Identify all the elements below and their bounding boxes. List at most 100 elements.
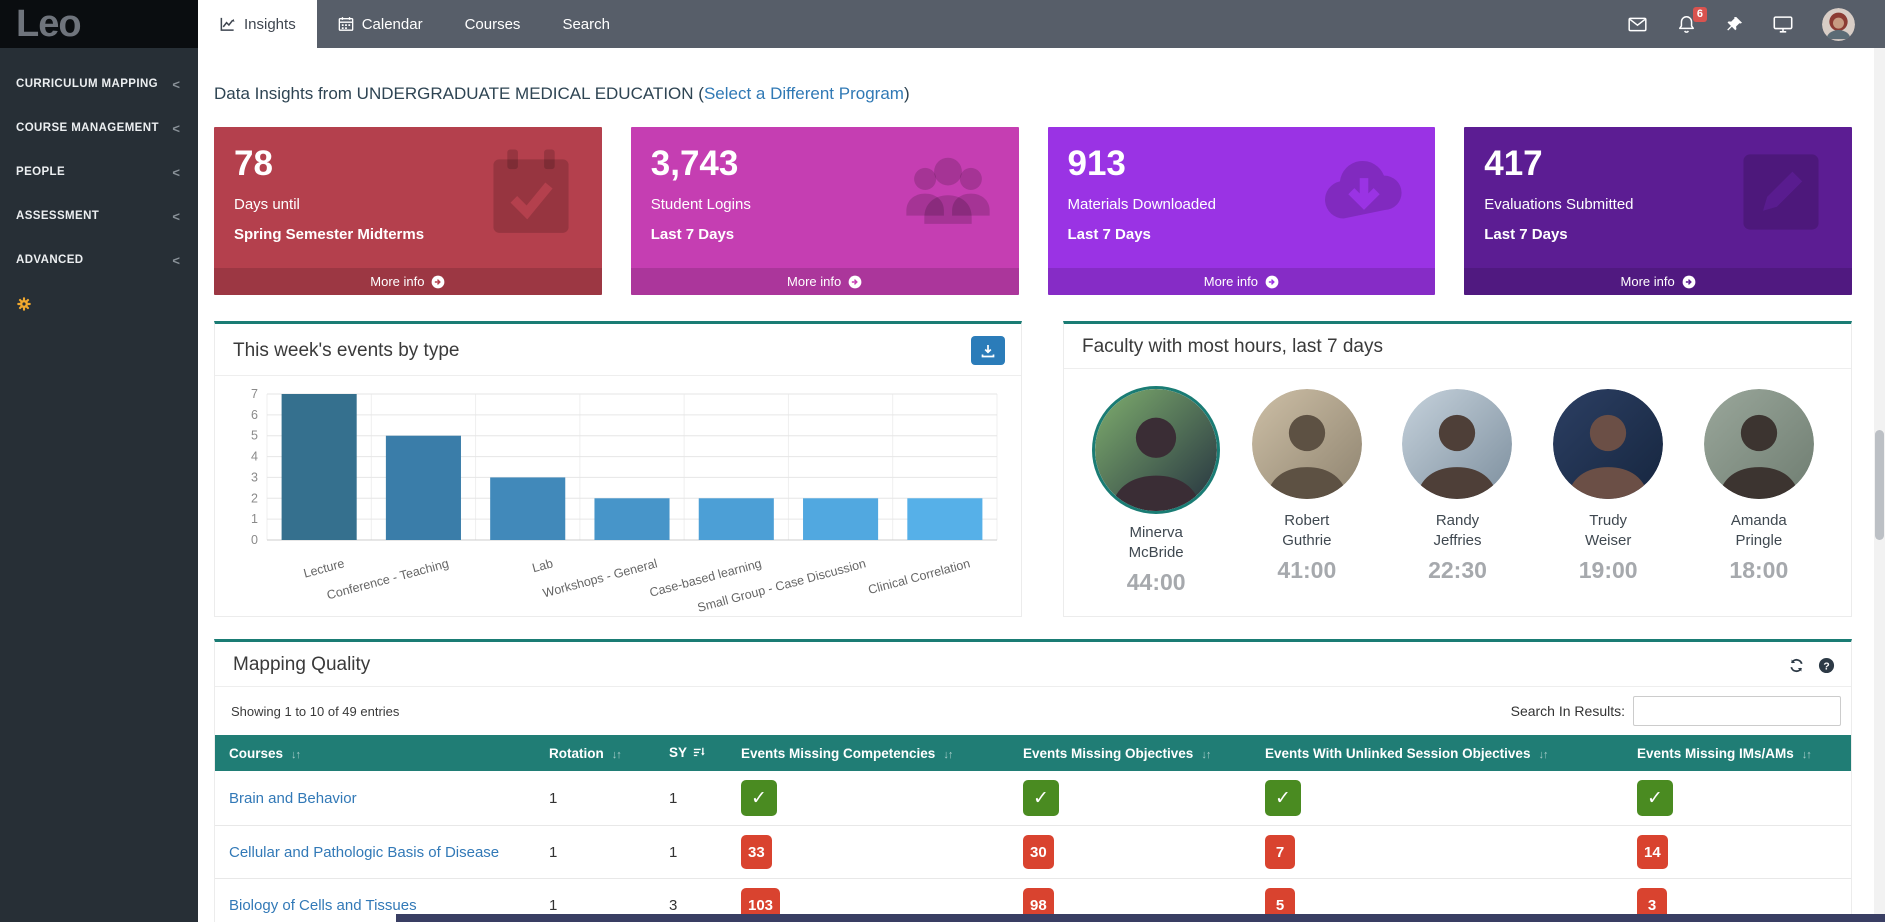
column-header-label: Courses <box>229 746 283 761</box>
events-by-type-panel: This week's events by type 01234567Lectu… <box>214 321 1022 617</box>
faculty-photo[interactable] <box>1402 389 1512 499</box>
svg-text:2: 2 <box>251 491 258 505</box>
column-header-events-missing-objectives[interactable]: Events Missing Objectives↓↑ <box>1009 735 1251 771</box>
scrollbar-thumb[interactable] <box>1875 430 1884 540</box>
app-logo[interactable]: Leo <box>0 0 198 48</box>
faculty-photo[interactable] <box>1252 389 1362 499</box>
faculty-name: MinervaMcBride <box>1129 523 1184 564</box>
tab-label: Insights <box>244 16 296 33</box>
sidebar-item-people[interactable]: PEOPLE< <box>0 150 198 194</box>
faculty-hours-title: Faculty with most hours, last 7 days <box>1082 336 1383 358</box>
arrow-circle-right-icon <box>1682 275 1696 289</box>
badge-cell: ✓ <box>1251 771 1623 826</box>
more-info-label: More info <box>1204 274 1258 289</box>
badge-cell: 33 <box>727 826 1009 879</box>
faculty-hours: 22:30 <box>1428 557 1487 584</box>
user-avatar[interactable] <box>1822 8 1855 41</box>
stat-card-body: 78Days untilSpring Semester Midterms <box>214 127 602 243</box>
stat-sublabel: Last 7 Days <box>1484 226 1832 243</box>
tab-insights[interactable]: Insights <box>198 0 317 48</box>
select-program-link[interactable]: Select a Different Program <box>704 84 904 103</box>
course-link[interactable]: Cellular and Pathologic Basis of Disease <box>229 844 499 861</box>
pin-icon[interactable] <box>1725 15 1744 34</box>
monitor-icon[interactable] <box>1772 13 1794 35</box>
more-info-button[interactable]: More info <box>214 268 602 295</box>
column-header-label: Events Missing Objectives <box>1023 746 1193 761</box>
stat-card-days-until-spring-semester-midterms: 78Days untilSpring Semester Midterms More… <box>214 127 602 295</box>
tab-search[interactable]: Search <box>541 0 631 48</box>
main-area: InsightsCalendarCoursesSearch 6 Data Ins… <box>198 0 1885 922</box>
column-header-events-with-unlinked-session-objectives[interactable]: Events With Unlinked Session Objectives↓… <box>1251 735 1623 771</box>
page-title: Data Insights from UNDERGRADUATE MEDICAL… <box>214 84 1852 104</box>
search-in-results-input[interactable] <box>1633 696 1841 726</box>
sidebar-item-advanced[interactable]: ADVANCED< <box>0 238 198 282</box>
stat-sublabel: Last 7 Days <box>651 226 999 243</box>
mapping-quality-panel: Mapping Quality ? Showing 1 to 10 of 49 … <box>214 639 1852 922</box>
svg-text:Small Group - Case Discussion: Small Group - Case Discussion <box>696 556 867 614</box>
status-ok-badge[interactable]: ✓ <box>1265 780 1301 816</box>
column-header-label: Events With Unlinked Session Objectives <box>1265 746 1530 761</box>
sidebar-item-label: PEOPLE <box>16 166 65 178</box>
missing-count-badge[interactable]: 30 <box>1023 835 1054 869</box>
svg-text:3: 3 <box>251 470 258 484</box>
more-info-button[interactable]: More info <box>1048 268 1436 295</box>
sidebar-item-course-management[interactable]: COURSE MANAGEMENT< <box>0 106 198 150</box>
vertical-scrollbar[interactable] <box>1874 48 1885 914</box>
column-header-rotation[interactable]: Rotation↓↑ <box>535 735 655 771</box>
missing-count-badge[interactable]: 7 <box>1265 835 1295 869</box>
sidebar-item-assessment[interactable]: ASSESSMENT< <box>0 194 198 238</box>
more-info-button[interactable]: More info <box>631 268 1019 295</box>
faculty-hours: 19:00 <box>1579 557 1638 584</box>
refresh-icon[interactable] <box>1788 657 1805 674</box>
stat-sublabel: Last 7 Days <box>1068 226 1416 243</box>
mail-icon[interactable] <box>1627 14 1648 35</box>
column-header-events-missing-competencies[interactable]: Events Missing Competencies↓↑ <box>727 735 1009 771</box>
stat-cards-row: 78Days untilSpring Semester Midterms More… <box>214 127 1852 295</box>
entries-count-text: Showing 1 to 10 of 49 entries <box>231 704 399 719</box>
faculty-hours: 41:00 <box>1277 557 1336 584</box>
more-info-button[interactable]: More info <box>1464 268 1852 295</box>
status-ok-badge[interactable]: ✓ <box>1637 780 1673 816</box>
tab-label: Search <box>562 16 610 33</box>
panels-row: This week's events by type 01234567Lectu… <box>214 321 1852 617</box>
app-window: Leo CURRICULUM MAPPING<COURSE MANAGEMENT… <box>0 0 1885 922</box>
chevron-left-icon: < <box>172 77 180 92</box>
stat-card-body: 417Evaluations SubmittedLast 7 Days <box>1464 127 1852 243</box>
download-chart-button[interactable] <box>971 336 1005 365</box>
panel-tools: ? <box>1788 657 1835 674</box>
svg-text:Lecture: Lecture <box>302 556 346 580</box>
status-ok-badge[interactable]: ✓ <box>1023 780 1059 816</box>
faculty-photo[interactable] <box>1553 389 1663 499</box>
missing-count-badge[interactable]: 14 <box>1637 835 1668 869</box>
svg-text:6: 6 <box>251 408 258 422</box>
tab-calendar[interactable]: Calendar <box>317 0 444 48</box>
svg-text:1: 1 <box>251 512 258 526</box>
badge-cell: 14 <box>1623 826 1851 879</box>
course-link[interactable]: Biology of Cells and Tissues <box>229 897 417 914</box>
column-header-label: Rotation <box>549 746 604 761</box>
faculty-photo[interactable] <box>1704 389 1814 499</box>
svg-text:4: 4 <box>251 450 258 464</box>
help-icon[interactable]: ? <box>1818 657 1835 674</box>
status-ok-badge[interactable]: ✓ <box>741 780 777 816</box>
column-header-courses[interactable]: Courses↓↑ <box>215 735 535 771</box>
column-header-sy[interactable]: SY <box>655 735 727 771</box>
course-link[interactable]: Brain and Behavior <box>229 790 357 807</box>
faculty-photo[interactable] <box>1095 389 1217 511</box>
svg-text:7: 7 <box>251 387 258 401</box>
more-info-label: More info <box>1621 274 1675 289</box>
missing-count-badge[interactable]: 33 <box>741 835 772 869</box>
sidebar-item-curriculum-mapping[interactable]: CURRICULUM MAPPING< <box>0 62 198 106</box>
sidebar-item-label: COURSE MANAGEMENT <box>16 122 159 134</box>
column-header-events-missing-ims-ams[interactable]: Events Missing IMs/AMs↓↑ <box>1623 735 1851 771</box>
horizontal-scrollbar[interactable] <box>396 914 1885 922</box>
mapping-quality-title: Mapping Quality <box>233 654 370 676</box>
bell-icon[interactable]: 6 <box>1676 14 1697 35</box>
sort-updown-icon: ↓↑ <box>1802 749 1811 761</box>
stat-value: 913 <box>1068 144 1416 184</box>
events-by-type-bar-chart: 01234567LectureConference - TeachingLabW… <box>215 376 1021 625</box>
nav-tabs: Insights CalendarCourses Search <box>198 0 631 48</box>
settings-gear-icon[interactable] <box>0 282 198 317</box>
tab-courses[interactable]: Courses <box>444 0 542 48</box>
column-header-label: Events Missing Competencies <box>741 746 935 761</box>
